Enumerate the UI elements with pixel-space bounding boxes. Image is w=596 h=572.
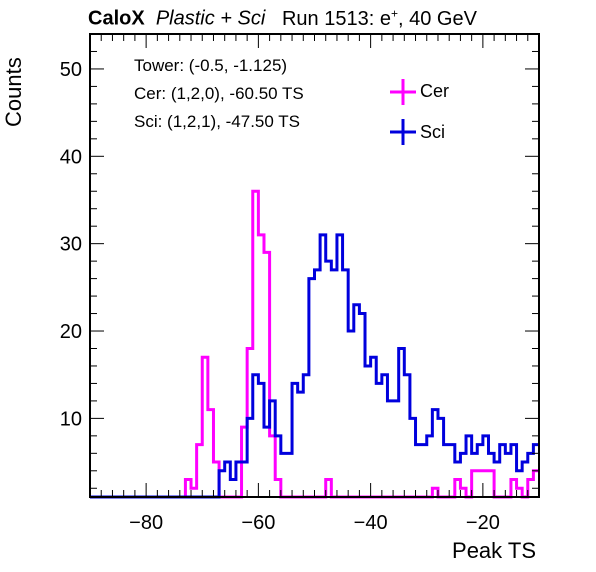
legend-label-sci: Sci — [420, 122, 446, 142]
y-tick-label: 10 — [60, 408, 82, 430]
y-tick-label: 50 — [60, 59, 82, 81]
x-axis-label: Peak TS — [452, 538, 536, 563]
detector-subtitle: Plastic + Sci — [155, 7, 266, 30]
chart-title: CaloX Plastic + Sci Run 1513: e+, 40 GeV — [88, 6, 477, 31]
y-tick-label: 20 — [60, 321, 82, 343]
legend-label-cer: Cer — [420, 81, 450, 101]
legend-marker-sci — [390, 119, 416, 145]
x-tick-label: −80 — [129, 512, 163, 534]
x-tick-label: −20 — [466, 512, 500, 534]
y-tick-label: 40 — [60, 146, 82, 168]
run-info: Run 1513: e+, 40 GeV — [281, 6, 477, 30]
tower-info: Tower: (-0.5, -1.125) — [134, 56, 288, 75]
y-tick-label: 30 — [60, 234, 82, 256]
x-tick-label: −40 — [354, 512, 388, 534]
sci-info: Sci: (1,2,1), -47.50 TS — [134, 112, 300, 131]
legend-marker-cer — [390, 79, 416, 105]
y-axis-label: Counts — [1, 57, 26, 127]
experiment-name: CaloX — [88, 7, 145, 30]
x-tick-label: −60 — [241, 512, 275, 534]
cer-info: Cer: (1,2,0), -60.50 TS — [134, 84, 304, 103]
